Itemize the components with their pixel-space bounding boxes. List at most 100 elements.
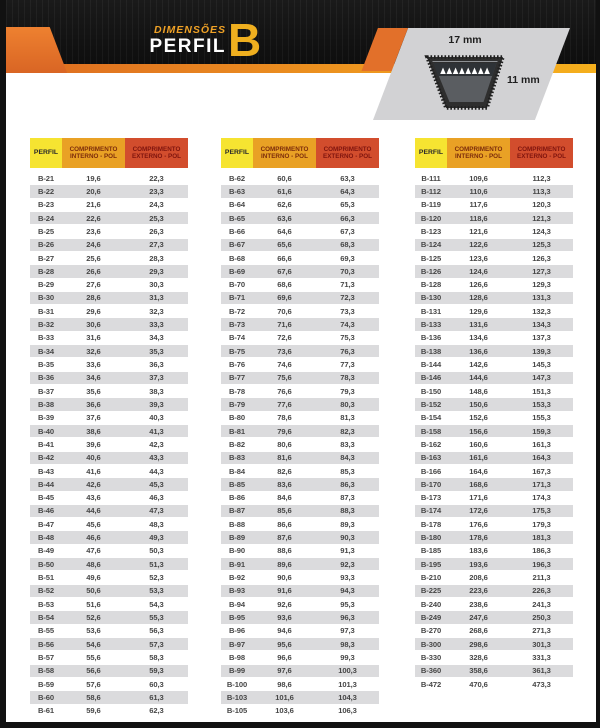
length-value-cell: 84,3 [340, 453, 355, 463]
table-row: B-51 49,6 52,3 [30, 571, 188, 585]
length-value-cell: 43,3 [149, 453, 164, 463]
length-value-cell: 27,3 [149, 240, 164, 250]
length-value-cell: 72,6 [277, 333, 292, 343]
column-header-externo: COMPRIMENTO EXTERNO - POL [316, 138, 379, 168]
length-value-cell: 124,3 [532, 226, 551, 236]
table-row: B-125 123,6 126,3 [415, 252, 573, 266]
profile-cell: B-472 [420, 679, 442, 689]
length-value-cell: 96,6 [277, 652, 292, 662]
length-value-cell: 86,3 [340, 479, 355, 489]
length-value-cell: 63,6 [277, 213, 292, 223]
table-row: B-30 28,6 31,3 [30, 291, 188, 306]
length-value-cell: 176,6 [469, 519, 488, 529]
length-value-cell: 73,3 [340, 306, 355, 316]
table-row: B-119 117,6 120,3 [415, 199, 573, 212]
profile-cell: B-36 [37, 373, 55, 383]
length-value-cell: 79,3 [340, 386, 355, 396]
accent-stripe [0, 64, 600, 73]
length-value-cell: 168,6 [469, 479, 488, 489]
table-row: B-86 84,6 87,3 [221, 492, 379, 505]
table-row: B-41 39,6 42,3 [30, 438, 188, 452]
table-row: B-68 66,6 69,3 [221, 252, 379, 266]
table-row: B-270 268,6 271,3 [415, 625, 573, 638]
table-row: B-150 148,6 151,3 [415, 385, 573, 399]
profile-cell: B-128 [420, 280, 442, 290]
profile-cell: B-60 [37, 692, 55, 702]
profile-cell: B-22 [37, 186, 55, 196]
header-label: PERFIL [418, 148, 444, 156]
length-value-cell: 31,6 [86, 333, 101, 343]
column-header-perfil: PERFIL [30, 138, 62, 168]
length-value-cell: 34,3 [149, 333, 164, 343]
length-value-cell: 65,6 [277, 240, 292, 250]
profile-cell: B-154 [420, 413, 442, 423]
profile-cell: B-62 [228, 173, 246, 183]
table-row: B-84 82,6 85,3 [221, 465, 379, 479]
profile-cell: B-66 [228, 226, 246, 236]
length-value-cell: 85,3 [340, 466, 355, 476]
length-value-cell: 33,6 [86, 360, 101, 370]
table-row: B-76 74,6 77,3 [221, 358, 379, 372]
length-value-cell: 361,3 [532, 666, 551, 676]
table-row: B-472 470,6 473,3 [415, 678, 573, 692]
profile-cell: B-37 [37, 386, 55, 396]
length-value-cell: 30,6 [86, 320, 101, 330]
profile-cell: B-74 [228, 333, 246, 343]
table-row: B-360 358,6 361,3 [415, 664, 573, 678]
belt-width-label: 17 mm [448, 34, 482, 46]
length-value-cell: 109,6 [469, 173, 488, 183]
length-value-cell: 44,6 [86, 506, 101, 516]
table-row: B-225 223,6 226,3 [415, 584, 573, 598]
length-value-cell: 65,3 [340, 200, 355, 210]
page-title: PERFIL [149, 36, 226, 57]
length-value-cell: 92,3 [340, 559, 355, 569]
length-value-cell: 183,6 [469, 546, 488, 556]
header-label: PERFIL [33, 148, 59, 156]
length-value-cell: 45,3 [149, 479, 164, 489]
length-value-cell: 69,6 [277, 293, 292, 303]
profile-cell: B-99 [228, 666, 246, 676]
length-value-cell: 40,6 [86, 453, 101, 463]
table-row: B-103 101,6 104,3 [221, 691, 379, 705]
profile-cell: B-270 [420, 626, 442, 636]
profile-cell: B-146 [420, 373, 442, 383]
length-value-cell: 247,6 [469, 612, 488, 622]
length-value-cell: 110,6 [469, 186, 488, 196]
length-value-cell: 152,6 [469, 413, 488, 423]
table-row: B-180 178,6 181,3 [415, 531, 573, 545]
table-row: B-130 128,6 131,3 [415, 291, 573, 306]
length-value-cell: 142,6 [469, 360, 488, 370]
table-row: B-82 80,6 83,3 [221, 438, 379, 452]
profile-cell: B-88 [228, 519, 246, 529]
length-value-cell: 41,3 [149, 426, 164, 436]
length-value-cell: 301,3 [532, 639, 551, 649]
length-value-cell: 31,3 [149, 293, 164, 303]
length-value-cell: 150,6 [469, 399, 488, 409]
profile-cell: B-170 [420, 479, 442, 489]
length-value-cell: 81,6 [277, 453, 292, 463]
length-value-cell: 70,6 [277, 306, 292, 316]
length-value-cell: 91,3 [340, 546, 355, 556]
frame-edge-bottom [0, 722, 600, 728]
length-value-cell: 101,3 [338, 679, 357, 689]
length-value-cell: 181,3 [532, 533, 551, 543]
header-label: INTERNO - POL [70, 153, 117, 160]
length-value-cell: 131,3 [532, 293, 551, 303]
table-row: B-138 136,6 139,3 [415, 345, 573, 359]
length-value-cell: 85,6 [277, 506, 292, 516]
table-row: B-136 134,6 137,3 [415, 332, 573, 346]
profile-cell: B-42 [37, 453, 55, 463]
belt-cord-triangles [440, 67, 490, 74]
profile-cell: B-85 [228, 479, 246, 489]
length-value-cell: 76,3 [340, 346, 355, 356]
length-value-cell: 171,6 [469, 493, 488, 503]
table-row: B-56 54,6 57,3 [30, 637, 188, 652]
length-value-cell: 136,6 [469, 346, 488, 356]
dimensions-table-3: PERFIL COMPRIMENTO INTERNO - POL COMPRIM… [415, 138, 573, 692]
profile-cell: B-77 [228, 373, 246, 383]
profile-cell: B-46 [37, 506, 55, 516]
profile-cell: B-91 [228, 559, 246, 569]
profile-cell: B-210 [420, 573, 442, 583]
length-value-cell: 147,3 [532, 373, 551, 383]
table-header: PERFIL COMPRIMENTO INTERNO - POL COMPRIM… [30, 138, 188, 168]
